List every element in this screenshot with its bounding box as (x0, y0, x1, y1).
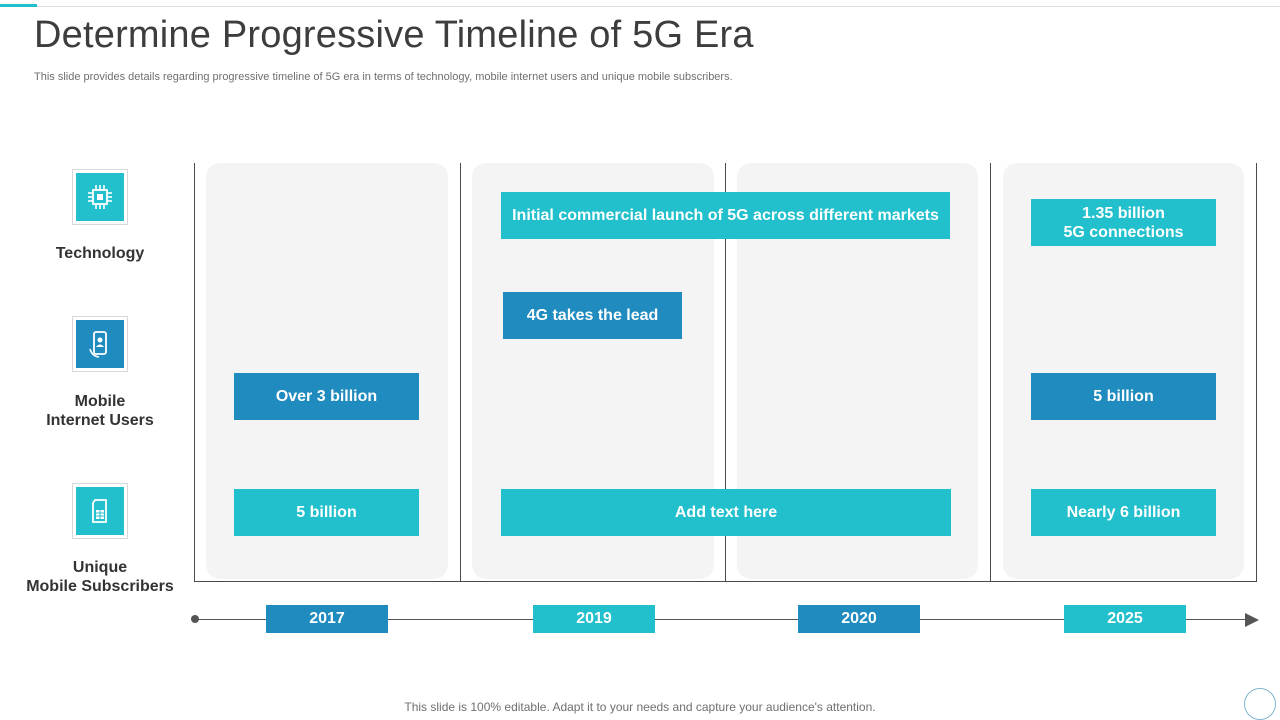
grid-divider (990, 163, 991, 582)
subs-2019-2020-box: Add text here (501, 489, 951, 536)
subs-2019-2020-text: Add text here (674, 504, 778, 521)
year-label-2025: 2025 (1064, 605, 1186, 633)
tech-2025-text-line1: 1.35 billion (1082, 204, 1165, 222)
tech-2025-text-line2: 5G connections (1063, 223, 1184, 241)
category-label-line: Unique (72, 559, 128, 576)
technology-icon-frame (72, 169, 128, 225)
grid-divider (725, 163, 726, 582)
chip-icon (76, 173, 124, 221)
timeline-axis (195, 619, 1245, 620)
mobile-users-icon-frame (72, 316, 128, 372)
page-subtitle: This slide provides details regarding pr… (34, 71, 733, 83)
top-divider (0, 6, 1280, 7)
category-label-mobile-users: Mobile Internet Users (20, 392, 180, 430)
grid-bottom-border (194, 581, 1257, 582)
category-label-line: Mobile Subscribers (26, 578, 174, 595)
sim-card-icon (76, 487, 124, 535)
subscribers-icon-frame (72, 483, 128, 539)
users-2017-box: Over 3 billion (234, 373, 419, 420)
category-label-line: Internet Users (46, 412, 154, 429)
tech-2025-box: 1.35 billion 5G connections (1031, 199, 1216, 246)
category-label-line: Technology (55, 245, 145, 262)
subs-2025-box: Nearly 6 billion (1031, 489, 1216, 536)
category-label-subscribers: Unique Mobile Subscribers (20, 558, 180, 596)
users-2025-text: 5 billion (1093, 388, 1154, 405)
category-label-line: Mobile (74, 393, 126, 410)
subs-2017-box: 5 billion (234, 489, 419, 536)
mobile-user-icon (76, 320, 124, 368)
top-accent-bar (0, 4, 37, 7)
users-2025-box: 5 billion (1031, 373, 1216, 420)
subs-2017-text: 5 billion (296, 504, 357, 521)
timeline-arrow-icon (1245, 613, 1259, 627)
footer-note: This slide is 100% editable. Adapt it to… (404, 700, 876, 714)
tech-2019-2020-text: Initial commercial launch of 5G across d… (512, 207, 939, 224)
timeline-start-dot (191, 615, 199, 623)
subs-2025-text: Nearly 6 billion (1066, 504, 1181, 521)
corner-circle-decoration (1244, 688, 1276, 720)
tech-2019-4g-box: 4G takes the lead (503, 292, 682, 339)
users-2017-text: Over 3 billion (275, 388, 378, 405)
page-title: Determine Progressive Timeline of 5G Era (34, 14, 754, 56)
year-label-2019: 2019 (533, 605, 655, 633)
year-label-2017: 2017 (266, 605, 388, 633)
grid-right-border (1256, 163, 1257, 582)
grid-left-border (194, 163, 195, 582)
tech-2019-2020-box: Initial commercial launch of 5G across d… (501, 192, 950, 239)
tech-2019-4g-text: 4G takes the lead (526, 307, 659, 324)
category-label-technology: Technology (20, 244, 180, 263)
year-label-2020: 2020 (798, 605, 920, 633)
grid-divider (460, 163, 461, 582)
